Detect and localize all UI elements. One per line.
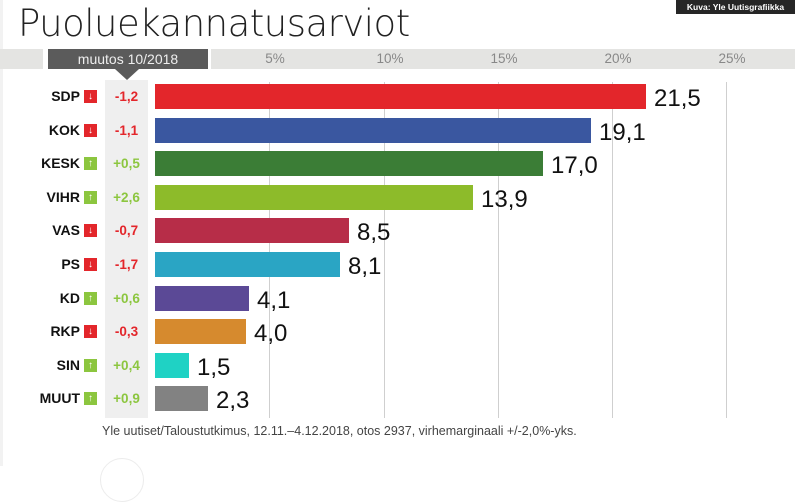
party-label: KOK bbox=[48, 122, 80, 138]
value-label: 1,5 bbox=[197, 354, 231, 381]
bar-kok bbox=[155, 118, 591, 143]
bar-ps bbox=[155, 252, 340, 277]
value-label: 19,1 bbox=[599, 119, 646, 146]
arrow-down-icon: ↓ bbox=[84, 124, 97, 137]
arrow-down-icon: ↓ bbox=[84, 224, 97, 237]
axis-band bbox=[211, 49, 795, 69]
bar-rkp bbox=[155, 319, 246, 344]
change-value: +0,6 bbox=[113, 291, 140, 306]
x-tick-label: 5% bbox=[265, 51, 285, 66]
axis-band-left bbox=[0, 49, 43, 69]
party-label: KD bbox=[59, 290, 80, 306]
arrow-up-icon: ↑ bbox=[84, 392, 97, 405]
gridline bbox=[726, 82, 727, 418]
arrow-down-icon: ↓ bbox=[84, 258, 97, 271]
bar-kesk bbox=[155, 151, 543, 176]
arrow-up-icon: ↑ bbox=[84, 191, 97, 204]
value-label: 2,3 bbox=[216, 387, 250, 414]
image-credit: Kuva: Yle Uutisgrafiikka bbox=[676, 0, 795, 14]
change-value: +2,6 bbox=[113, 190, 140, 205]
change-value: +0,9 bbox=[113, 391, 140, 406]
change-header-pointer bbox=[115, 69, 139, 80]
gridline bbox=[612, 82, 613, 418]
value-label: 4,1 bbox=[257, 287, 291, 314]
chart-title: Puoluekannatusarviot bbox=[18, 2, 410, 45]
gridline bbox=[498, 82, 499, 418]
party-label: SDP bbox=[51, 88, 80, 104]
bar-vihr bbox=[155, 185, 473, 210]
arrow-down-icon: ↓ bbox=[84, 90, 97, 103]
value-label: 13,9 bbox=[481, 186, 528, 213]
value-label: 4,0 bbox=[254, 320, 288, 347]
bar-vas bbox=[155, 218, 349, 243]
decorative-circle bbox=[100, 458, 144, 502]
arrow-up-icon: ↑ bbox=[84, 157, 97, 170]
bar-sdp bbox=[155, 84, 646, 109]
bar-kd bbox=[155, 286, 249, 311]
value-label: 21,5 bbox=[654, 85, 701, 112]
change-value: +0,5 bbox=[113, 156, 140, 171]
x-tick-label: 10% bbox=[376, 51, 404, 66]
bar-muut bbox=[155, 386, 208, 411]
gridline bbox=[269, 82, 270, 418]
value-label: 17,0 bbox=[551, 152, 598, 179]
party-label: KESK bbox=[41, 155, 80, 171]
gridline bbox=[384, 82, 385, 418]
change-value: -0,3 bbox=[114, 324, 139, 339]
change-value: -1,7 bbox=[114, 257, 139, 272]
change-value: -1,2 bbox=[114, 89, 139, 104]
value-label: 8,5 bbox=[357, 219, 391, 246]
x-tick-label: 20% bbox=[604, 51, 632, 66]
party-label: RKP bbox=[50, 323, 80, 339]
source-note: Yle uutiset/Taloustutkimus, 12.11.–4.12.… bbox=[102, 424, 577, 438]
change-value: -1,1 bbox=[114, 123, 139, 138]
change-value: -0,7 bbox=[114, 223, 139, 238]
left-border bbox=[0, 0, 3, 466]
party-label: MUUT bbox=[39, 390, 80, 406]
value-label: 8,1 bbox=[348, 253, 382, 280]
change-header: muutos 10/2018 bbox=[48, 49, 208, 69]
party-label: VIHR bbox=[46, 189, 80, 205]
change-column bbox=[105, 80, 148, 418]
bar-sin bbox=[155, 353, 189, 378]
party-label: PS bbox=[61, 256, 80, 272]
change-value: +0,4 bbox=[113, 358, 140, 373]
x-tick-label: 25% bbox=[718, 51, 746, 66]
arrow-up-icon: ↑ bbox=[84, 292, 97, 305]
arrow-down-icon: ↓ bbox=[84, 325, 97, 338]
party-label: SIN bbox=[56, 357, 80, 373]
x-tick-label: 15% bbox=[490, 51, 518, 66]
party-label: VAS bbox=[52, 222, 80, 238]
arrow-up-icon: ↑ bbox=[84, 359, 97, 372]
